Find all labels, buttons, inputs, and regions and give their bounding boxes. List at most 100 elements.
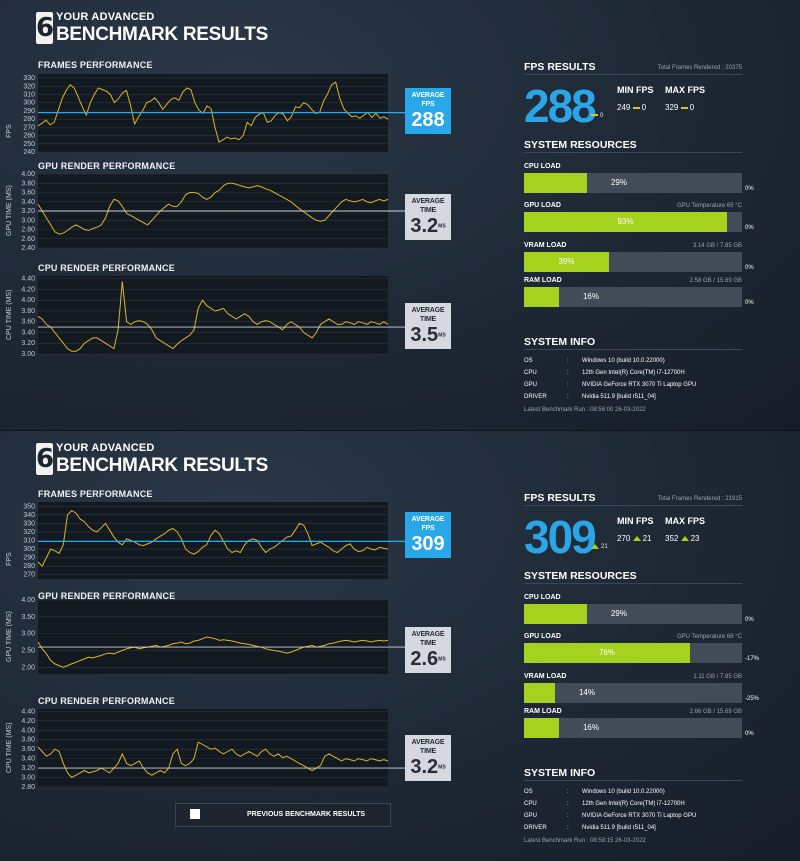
resource-load-fill [524, 173, 587, 193]
average-gpu-badge: AVERAGE TIME 2.6MS [405, 627, 451, 673]
info-separator: : [567, 370, 569, 376]
y-tick-label: 3.60 [21, 190, 35, 197]
average-label: AVERAGE TIME [411, 307, 445, 323]
info-separator: : [567, 789, 569, 795]
average-number: 3.2 [410, 756, 439, 778]
info-value: Windows 10 (build 10.0.22000) [582, 358, 665, 364]
y-tick-label: 340 [23, 512, 35, 519]
y-tick-label: 300 [23, 546, 35, 553]
divider [524, 152, 742, 153]
resource-load-bar: 14% [524, 683, 742, 703]
resource-label: GPU LOAD [524, 202, 561, 209]
divider [524, 349, 742, 350]
fps-delta: 21 [591, 544, 608, 550]
average-cpu-badge: AVERAGE TIME 3.2MS [405, 735, 451, 781]
resource-load-bar: 76% [524, 643, 742, 663]
y-tick-label: 2.50 [21, 647, 35, 654]
average-label: AVERAGE TIME [411, 198, 445, 214]
min-fps-label: MIN FPS [617, 516, 654, 526]
y-tick-label: 4.00 [21, 171, 35, 178]
checkbox-icon[interactable] [190, 809, 200, 819]
fps-big-value: 288 [524, 80, 597, 132]
max-fps-value: 352 [665, 534, 679, 543]
resource-percent: 93% [617, 217, 634, 226]
resource-percent: 39% [558, 257, 575, 266]
average-value: 3.2MS [405, 756, 451, 779]
info-value: NVIDIA GeForce RTX 3070 Ti Laptop GPU [582, 382, 697, 388]
resource-delta: 0% [745, 617, 754, 623]
y-tick-label: 4.20 [21, 286, 35, 293]
info-value: 12th Gen Intel(R) Core(TM) i7-12700H [582, 801, 685, 807]
performance-trace [37, 509, 389, 568]
divider [524, 780, 742, 781]
info-value: Nvidia 511.9 [build r511_04] [582, 825, 656, 831]
latest-benchmark-run: Latest Benchmark Run : 08:56:00 26-03-20… [524, 407, 646, 413]
max-fps-label: MAX FPS [665, 85, 706, 95]
gpu-performance-chart: 2.40 2.60 2.80 3.00 3.20 3.40 3.60 3.80 4.00 [21, 171, 405, 252]
panel-separator [0, 430, 800, 431]
y-tick-label: 3.40 [21, 756, 35, 763]
system-resources-title: SYSTEM RESOURCES [524, 139, 637, 151]
y-tick-label: 240 [23, 149, 35, 156]
resource-detail: 2.66 GB / 15.69 GB [689, 709, 742, 715]
average-number: 309 [411, 533, 445, 555]
resource-load-bar: 16% [524, 287, 742, 307]
max-fps-row: 352 23 [665, 534, 700, 543]
resource-load-bar: 39% [524, 252, 742, 272]
y-tick-label: 290 [23, 555, 35, 562]
average-unit: MS [438, 764, 446, 771]
resource-load-bar: 93% [524, 212, 742, 232]
average-value: 3.2MS [405, 215, 451, 238]
resource-label: VRAM LOAD [524, 673, 567, 680]
up-arrow-icon [680, 536, 689, 542]
y-tick-label: 4.40 [21, 708, 35, 715]
info-key: GPU [524, 813, 538, 819]
average-label: AVERAGE TIME [411, 739, 445, 755]
info-key: OS [524, 358, 533, 364]
info-key: DRIVER [524, 825, 547, 831]
y-tick-label: 3.80 [21, 308, 35, 315]
performance-trace [37, 182, 389, 235]
y-tick-label: 3.00 [21, 351, 35, 358]
info-separator: : [567, 801, 569, 807]
min-fps-value: 270 [617, 534, 631, 543]
divider [524, 583, 742, 584]
resource-detail: 3.14 GB / 7.85 GB [692, 243, 742, 249]
rainbow-six-logo: 6 [36, 443, 55, 475]
y-tick-label: 3.60 [21, 319, 35, 326]
info-separator: : [567, 382, 569, 388]
y-tick-label: 300 [23, 100, 35, 107]
gpu-performance-title: GPU RENDER PERFORMANCE [38, 591, 176, 601]
previous-benchmark-results-button[interactable]: PREVIOUS BENCHMARK RESULTS [175, 803, 391, 827]
min-fps-label: MIN FPS [617, 85, 654, 95]
cpu-performance-chart: 2.80 3.00 3.20 3.40 3.60 3.80 4.00 4.20 4.40 [21, 708, 405, 791]
y-tick-label: 3.50 [21, 614, 35, 621]
resource-percent: 76% [598, 648, 615, 657]
min-fps-delta: 21 [642, 534, 652, 543]
max-fps-row: 329 0 [665, 103, 694, 112]
cpu-performance-title: CPU RENDER PERFORMANCE [38, 263, 175, 273]
y-tick-label: 320 [23, 83, 35, 90]
resource-label: RAM LOAD [524, 708, 562, 715]
resource-detail: 2.58 GB / 15.69 GB [689, 278, 742, 284]
resource-label: CPU LOAD [524, 163, 561, 170]
resource-delta: -17% [745, 656, 760, 662]
y-tick-label: 3.00 [21, 217, 35, 224]
y-tick-label: 3.20 [21, 340, 35, 347]
system-info-title: SYSTEM INFO [524, 767, 596, 779]
resource-delta: 0% [745, 300, 754, 306]
gpu-performance-title: GPU RENDER PERFORMANCE [38, 161, 176, 171]
y-tick-label: 3.00 [21, 631, 35, 638]
resource-load-fill [524, 252, 609, 272]
y-tick-label: 4.00 [21, 297, 35, 304]
no-change-icon [591, 114, 598, 117]
average-number: 2.6 [410, 648, 439, 670]
average-number: 288 [411, 109, 445, 131]
y-tick-label: 3.40 [21, 329, 35, 336]
average-label: AVERAGE FPS [411, 92, 445, 108]
y-tick-label: 310 [23, 538, 35, 545]
resource-detail: GPU Temperature 65 °C [677, 203, 742, 209]
performance-trace [37, 81, 389, 143]
fps-results-title: FPS RESULTS [524, 61, 596, 73]
